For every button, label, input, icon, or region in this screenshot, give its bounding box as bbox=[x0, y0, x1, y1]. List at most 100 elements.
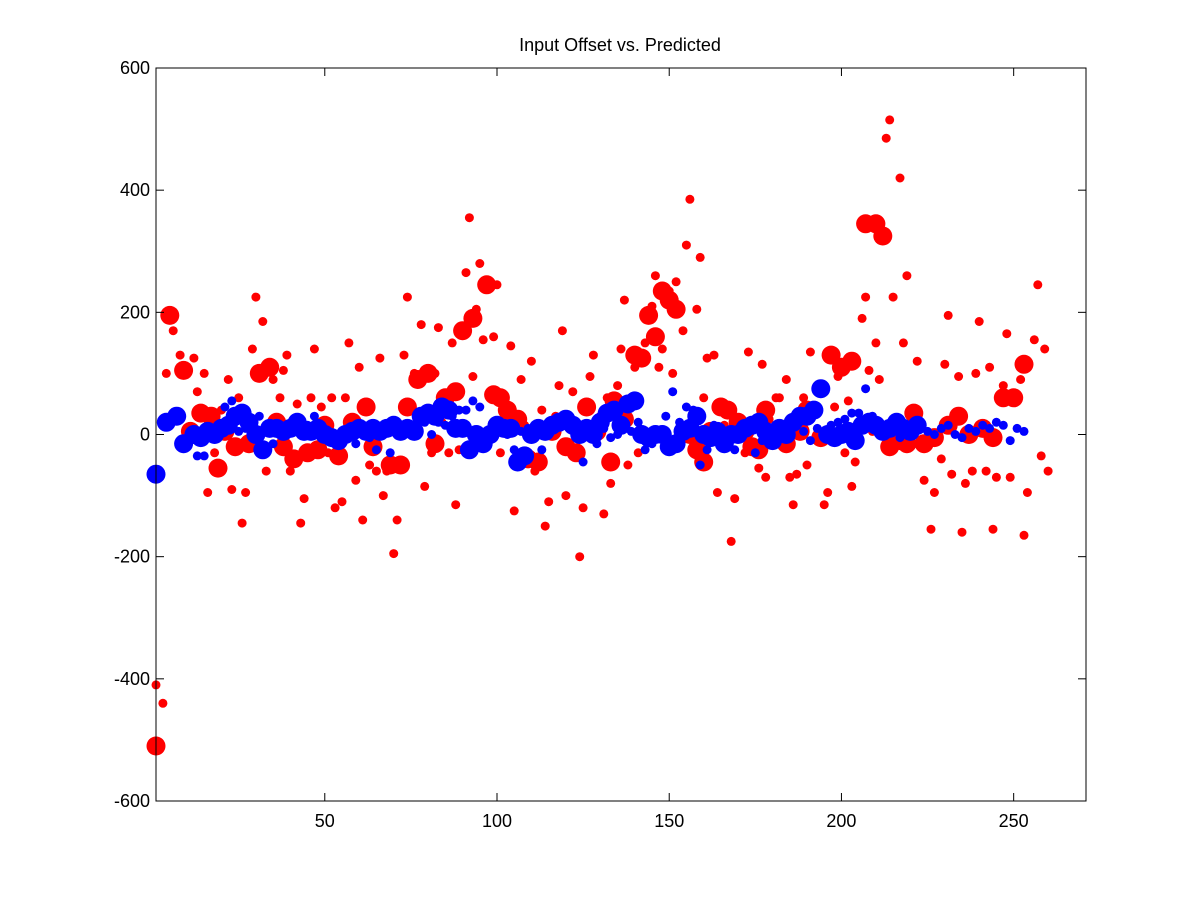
data-point bbox=[299, 494, 309, 504]
data-point bbox=[850, 457, 860, 467]
data-point bbox=[936, 454, 946, 464]
data-point bbox=[864, 365, 874, 375]
data-point bbox=[985, 362, 995, 372]
data-point bbox=[537, 405, 547, 415]
y-axis-ticks: -600 -400 -200 0 200 400 600 bbox=[114, 58, 1086, 811]
data-point bbox=[223, 375, 233, 384]
data-point bbox=[427, 430, 437, 439]
data-point bbox=[578, 503, 588, 513]
x-tick-label: 250 bbox=[999, 811, 1029, 831]
data-point bbox=[857, 313, 867, 323]
data-point bbox=[954, 372, 964, 381]
data-point bbox=[907, 415, 927, 435]
data-point bbox=[695, 252, 705, 262]
data-point bbox=[337, 497, 347, 507]
x-tick-label: 150 bbox=[654, 811, 684, 831]
data-point bbox=[585, 372, 595, 381]
x-tick-label: 100 bbox=[482, 811, 512, 831]
data-point bbox=[309, 411, 319, 421]
data-point bbox=[227, 485, 237, 494]
data-point bbox=[446, 382, 466, 402]
data-point bbox=[340, 393, 350, 403]
data-point bbox=[895, 173, 905, 183]
data-point bbox=[681, 402, 691, 412]
data-point bbox=[282, 350, 292, 360]
data-point bbox=[936, 423, 946, 433]
data-point bbox=[306, 393, 316, 403]
data-point bbox=[444, 448, 454, 458]
data-point bbox=[397, 397, 417, 417]
data-point bbox=[830, 402, 840, 412]
data-point bbox=[404, 421, 424, 441]
data-point bbox=[561, 491, 571, 501]
data-point bbox=[678, 326, 688, 336]
y-tick-label: 600 bbox=[120, 58, 150, 78]
data-point bbox=[327, 393, 337, 403]
data-point bbox=[785, 472, 795, 482]
data-point bbox=[192, 387, 202, 397]
data-point bbox=[578, 457, 588, 467]
data-point bbox=[420, 481, 430, 491]
data-point bbox=[261, 466, 271, 476]
data-point bbox=[371, 466, 381, 476]
data-point bbox=[258, 317, 268, 326]
data-point bbox=[468, 372, 478, 381]
data-point bbox=[650, 271, 660, 281]
data-point bbox=[1043, 466, 1053, 476]
data-point bbox=[757, 359, 767, 369]
data-point bbox=[819, 500, 829, 510]
data-point bbox=[902, 271, 912, 281]
data-point bbox=[1005, 472, 1015, 482]
data-point bbox=[842, 351, 862, 371]
data-point bbox=[666, 299, 686, 319]
data-point bbox=[950, 430, 960, 439]
data-point bbox=[241, 488, 251, 497]
data-point bbox=[1033, 280, 1043, 290]
data-point bbox=[192, 451, 202, 461]
data-point bbox=[633, 448, 643, 458]
data-point bbox=[854, 408, 864, 418]
data-point bbox=[611, 415, 631, 435]
data-point bbox=[625, 391, 645, 411]
data-point bbox=[657, 344, 667, 354]
data-point bbox=[477, 275, 497, 295]
data-point bbox=[554, 381, 564, 391]
data-point bbox=[811, 379, 831, 399]
points-layer bbox=[146, 115, 1053, 756]
data-point bbox=[788, 500, 798, 510]
data-point bbox=[888, 292, 898, 302]
data-point bbox=[351, 439, 361, 449]
data-point bbox=[919, 475, 929, 485]
data-point bbox=[461, 405, 471, 415]
data-point bbox=[247, 344, 257, 354]
data-point bbox=[873, 226, 893, 246]
chart-title: Input Offset vs. Predicted bbox=[519, 35, 721, 55]
data-point bbox=[588, 350, 598, 360]
data-point bbox=[354, 362, 364, 372]
data-point bbox=[802, 460, 812, 470]
data-point bbox=[983, 428, 1003, 448]
data-point bbox=[623, 460, 633, 470]
data-point bbox=[692, 304, 702, 314]
data-point bbox=[389, 549, 399, 559]
data-point bbox=[702, 445, 712, 455]
data-point bbox=[926, 524, 936, 534]
data-point bbox=[687, 406, 707, 426]
data-point bbox=[425, 434, 445, 454]
data-point bbox=[451, 500, 461, 510]
data-point bbox=[278, 365, 288, 375]
data-point bbox=[463, 308, 483, 328]
data-point bbox=[978, 420, 988, 430]
data-point bbox=[967, 466, 977, 476]
data-point bbox=[730, 494, 740, 504]
data-point bbox=[929, 488, 939, 497]
data-point bbox=[158, 698, 168, 708]
data-point bbox=[371, 445, 381, 455]
data-point bbox=[654, 362, 664, 372]
data-point bbox=[416, 320, 426, 330]
data-point bbox=[712, 488, 722, 497]
data-point bbox=[699, 393, 709, 403]
data-point bbox=[439, 400, 459, 420]
data-point bbox=[957, 527, 967, 537]
data-point bbox=[847, 408, 857, 418]
